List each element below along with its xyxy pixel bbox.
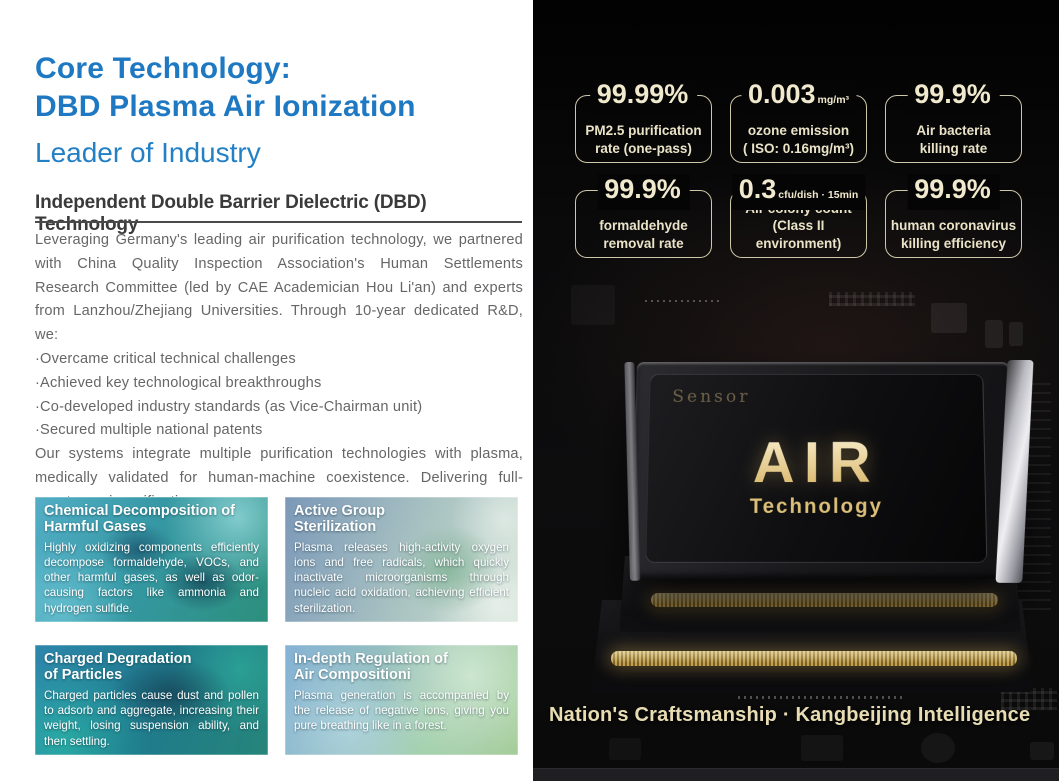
page-title: Core Technology: DBD Plasma Air Ionizati… <box>35 50 416 126</box>
feature-body: Charged particles cause dust and pollen … <box>44 688 259 748</box>
stat-label: Air bacteria killing rate <box>916 123 991 156</box>
stat-value: 0.003 mg/m³ <box>740 79 857 115</box>
bullet-line: ·Secured multiple national patents <box>35 422 263 439</box>
outro-paragraph: Our systems integrate multiple purificat… <box>35 446 523 510</box>
stat-value: 99.9% <box>907 174 1000 210</box>
page-title-line2: DBD Plasma Air Ionization <box>35 90 416 123</box>
chip-surface: Sensor AIR Technology <box>645 373 988 563</box>
bullet-line: ·Overcame critical technical challenges <box>35 350 296 367</box>
stat-grid: 99.99% PM2.5 purification rate (one-pass… <box>575 79 1022 258</box>
stat-label: PM2.5 purification rate (one-pass) <box>585 123 702 156</box>
technology-text: Technology <box>749 495 884 519</box>
feature-body: Plasma generation is accompanied by the … <box>294 688 509 733</box>
circuit-decoration <box>801 735 843 761</box>
heading-divider <box>35 221 522 223</box>
stat-value: 99.9% <box>907 79 1000 115</box>
feature-title: Active Group Sterilization <box>294 503 386 535</box>
air-logo-text: AIR <box>648 430 985 495</box>
section-heading: Independent Double Barrier Dielectric (D… <box>35 192 427 235</box>
stat-label: ozone emission ( ISO: 0.16mg/m³) <box>742 123 855 156</box>
feature-card-air-composition: In-depth Regulation of Air Compositioni … <box>285 645 518 755</box>
circuit-decoration <box>609 738 641 760</box>
brand-tagline: Nation's Craftsmanship · Kangbeijing Int… <box>549 704 1031 726</box>
stat-value: 99.99% <box>589 79 698 115</box>
feature-body: Plasma releases high-activity oxygen ion… <box>294 540 509 615</box>
gold-pin-strip-lower <box>611 651 1017 666</box>
stat-ozone-emission: 0.003 mg/m³ ozone emission ( ISO: 0.16mg/… <box>730 79 867 163</box>
feature-card-active-group-sterilization: Active Group Sterilization Plasma releas… <box>285 497 518 622</box>
intro-paragraph: Leveraging Germany's leading air purific… <box>35 232 523 344</box>
stat-air-bacteria: 99.9% Air bacteria killing rate <box>885 79 1022 163</box>
page-subtitle: Leader of Industry <box>35 137 261 168</box>
stat-pm25-purification: 99.99% PM2.5 purification rate (one-pass… <box>575 79 712 163</box>
page-title-line1: Core Technology: <box>35 52 291 85</box>
feature-card-chemical-decomposition: Chemical Decomposition of Harmful Gases … <box>35 497 268 622</box>
stat-label: formaldehyde removal rate <box>599 218 688 251</box>
circuit-decoration <box>931 303 967 333</box>
circuit-decoration <box>985 320 1003 348</box>
feature-title: Charged Degradation of Particles <box>44 651 192 683</box>
bullet-line: ·Achieved key technological breakthrough… <box>35 374 322 391</box>
feature-grid: Chemical Decomposition of Harmful Gases … <box>35 497 518 755</box>
feature-body: Highly oxidizing components efficiently … <box>44 540 259 615</box>
chip-branding: AIR Technology <box>647 430 985 519</box>
circuit-decoration <box>1030 742 1054 760</box>
stat-coronavirus-killing: 99.9% human coronavirus killing efficien… <box>885 174 1022 258</box>
circuit-decoration <box>571 285 615 325</box>
circuit-decoration <box>1001 688 1057 710</box>
stat-label: human coronavirus killing efficiency <box>890 218 1017 251</box>
left-content-panel: Core Technology: DBD Plasma Air Ionizati… <box>35 50 523 755</box>
sensor-label: Sensor <box>672 386 751 407</box>
gold-pin-strip-upper <box>651 593 998 607</box>
body-text-block: Leveraging Germany's leading air purific… <box>35 229 523 515</box>
feature-card-charged-degradation: Charged Degradation of Particles Charged… <box>35 645 268 755</box>
right-visual-panel: 99.99% PM2.5 purification rate (one-pass… <box>533 0 1059 781</box>
feature-title: Chemical Decomposition of Harmful Gases <box>44 503 235 535</box>
circuit-decoration <box>1009 322 1023 346</box>
bottom-edge-strip <box>533 768 1059 781</box>
stat-formaldehyde-removal: 99.9% formaldehyde removal rate <box>575 174 712 258</box>
circuit-decoration <box>829 292 915 306</box>
feature-title: In-depth Regulation of Air Compositioni <box>294 651 448 683</box>
stat-value: 99.9% <box>597 174 690 210</box>
circuit-decoration <box>921 733 955 763</box>
air-sensor-chip: Sensor AIR Technology <box>624 360 1034 584</box>
chip-left-bevel <box>624 362 641 581</box>
circuit-decoration <box>738 696 906 699</box>
circuit-decoration <box>645 300 723 302</box>
bullet-line: ·Co-developed industry standards (as Vic… <box>35 398 423 415</box>
stat-value: 0.3 cfu/dish · 15min <box>731 174 866 210</box>
